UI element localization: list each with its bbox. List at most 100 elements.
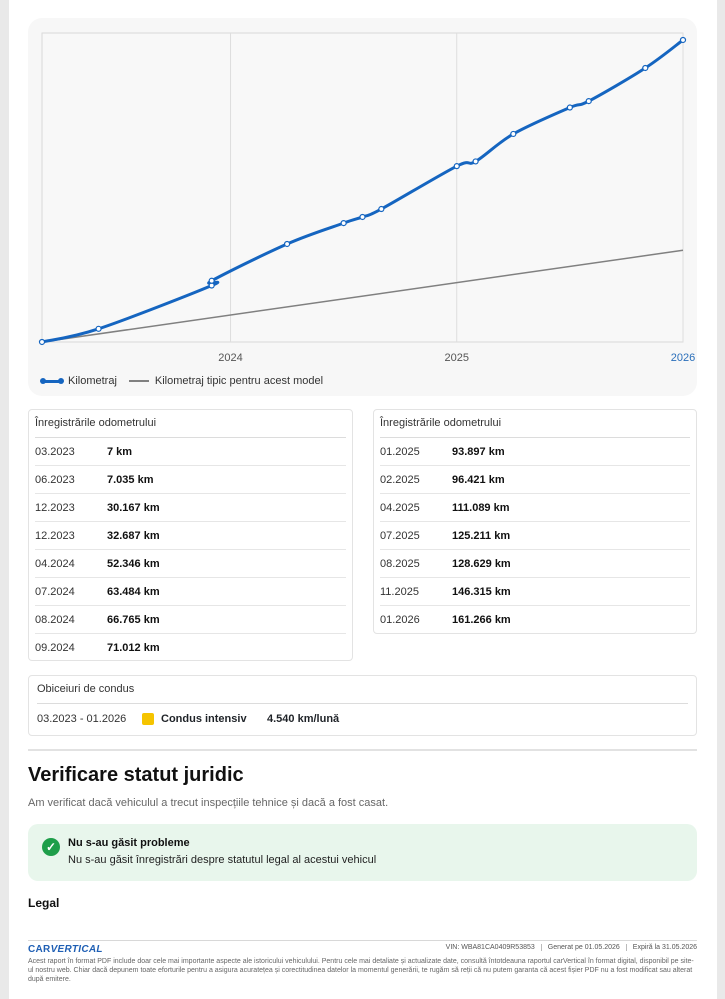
data-point xyxy=(208,277,215,284)
plot-area xyxy=(41,32,684,343)
odometer-date: 03.2023 xyxy=(35,445,75,458)
odometer-km: 111.089 km xyxy=(452,501,510,514)
data-point xyxy=(642,64,649,72)
odometer-row: 03.2023 7 km xyxy=(35,438,346,466)
odometer-row: 09.2024 71.012 km xyxy=(35,634,346,661)
legal-status-result: ✓ Nu s-au găsit probleme Nu s-au găsit î… xyxy=(28,824,697,881)
odometer-date: 02.2025 xyxy=(380,473,420,486)
brand-logo-part-a: car xyxy=(28,944,51,955)
legal-status-heading: Verificare statut juridic xyxy=(28,764,244,786)
mileage-chart-card: 2024 2025 2026 Kilometraj Kilometraj tipic… xyxy=(28,18,697,396)
footer-divider xyxy=(28,940,697,941)
odometer-km: 32.687 km xyxy=(107,529,160,542)
legal-status-result-text: Nu s-au găsit înregistrări despre statut… xyxy=(68,854,377,866)
habits-period: 03.2023 - 01.2026 xyxy=(37,713,127,725)
data-point xyxy=(679,36,687,44)
series-line-typical xyxy=(41,249,684,343)
odometer-table-right: Înregistrările odometrului 01.2025 93.897… xyxy=(373,409,697,634)
data-point xyxy=(472,158,479,165)
legend-label-typical: Kilometraj tipic pentru acest model xyxy=(154,375,324,387)
odometer-km: 128.629 km xyxy=(452,557,511,570)
odometer-row: 01.2025 93.897 km xyxy=(380,438,690,466)
legend-swatch-mileage xyxy=(40,378,64,384)
odometer-date: 08.2024 xyxy=(35,613,75,626)
data-point xyxy=(585,98,592,105)
report-meta: VIN: WBA81CA0409R53853 Generat pe 01.05.… xyxy=(434,944,697,951)
legend-item-mileage: Kilometraj xyxy=(40,375,117,387)
odometer-date: 04.2025 xyxy=(380,501,420,514)
odometer-table-title: Înregistrările odometrului xyxy=(380,410,690,438)
odometer-km: 52.346 km xyxy=(107,557,160,570)
odometer-row: 07.2024 63.484 km xyxy=(35,578,346,606)
driving-style: Condus intensiv xyxy=(161,713,247,725)
odometer-date: 11.2025 xyxy=(380,585,419,598)
x-tick-label: 2024 xyxy=(218,352,242,364)
page-frame-right xyxy=(717,0,725,999)
odometer-date: 08.2025 xyxy=(380,557,420,570)
page-frame-left xyxy=(0,0,9,999)
odometer-table-left: Înregistrările odometrului 03.2023 7 km 06… xyxy=(28,409,353,661)
driving-habits-row: 03.2023 - 01.2026 Condus intensiv 4.540 … xyxy=(37,704,688,734)
x-tick-label: 2025 xyxy=(445,352,469,364)
expiry-date: Expiră la 31.05.2026 xyxy=(625,944,697,951)
odometer-row: 04.2025 111.089 km xyxy=(380,494,690,522)
odometer-date: 06.2023 xyxy=(35,473,75,486)
brand-logo: carVERTICAL xyxy=(28,944,103,955)
odometer-km: 146.315 km xyxy=(452,585,511,598)
data-point xyxy=(283,240,291,248)
legend-swatch-typical xyxy=(128,380,149,382)
data-point xyxy=(340,220,347,227)
odometer-date: 12.2023 xyxy=(35,529,75,542)
odometer-date: 12.2023 xyxy=(35,501,75,514)
section-divider xyxy=(28,749,697,751)
odometer-row: 01.2026 161.266 km xyxy=(380,606,690,633)
odometer-row: 06.2023 7.035 km xyxy=(35,466,346,494)
odometer-row: 12.2023 30.167 km xyxy=(35,494,346,522)
odometer-date: 04.2024 xyxy=(35,557,75,570)
intensity-indicator xyxy=(142,713,154,725)
chart-legend: Kilometraj Kilometraj tipic pentru acest… xyxy=(40,375,335,387)
data-point xyxy=(95,325,102,332)
odometer-km: 7 km xyxy=(107,445,133,458)
legend-item-typical: Kilometraj tipic pentru acest model xyxy=(128,375,324,387)
odometer-km: 96.421 km xyxy=(452,473,505,486)
disclaimer-text: Acest raport în format PDF include doar … xyxy=(28,958,694,983)
brand-logo-part-b: VERTICAL xyxy=(50,944,103,955)
data-point xyxy=(378,205,385,213)
check-circle-icon: ✓ xyxy=(42,838,60,856)
data-point xyxy=(38,338,46,346)
generated-date: Generat pe 01.05.2026 xyxy=(540,944,620,951)
odometer-date: 01.2025 xyxy=(380,445,420,458)
odometer-date: 01.2026 xyxy=(380,613,420,626)
monthly-average: 4.540 km/lună xyxy=(267,713,340,725)
legal-status-result-title: Nu s-au găsit probleme xyxy=(68,837,190,849)
odometer-row: 07.2025 125.211 km xyxy=(380,522,690,550)
odometer-km: 66.765 km xyxy=(107,613,160,626)
odometer-km: 93.897 km xyxy=(452,445,505,458)
legal-status-subtitle: Am verificat dacă vehiculul a trecut ins… xyxy=(28,797,389,809)
odometer-km: 161.266 km xyxy=(452,613,511,626)
data-point xyxy=(453,163,460,170)
driving-habits-card: Obiceiuri de condus 03.2023 - 01.2026 Co… xyxy=(28,675,697,736)
odometer-date: 07.2024 xyxy=(35,585,75,598)
data-point xyxy=(566,104,573,111)
odometer-row: 08.2025 128.629 km xyxy=(380,550,690,578)
odometer-table-title: Înregistrările odometrului xyxy=(35,410,346,438)
odometer-row: 04.2024 52.346 km xyxy=(35,550,346,578)
driving-habits-title: Obiceiuri de condus xyxy=(37,676,688,704)
data-point xyxy=(359,213,366,221)
odometer-km: 30.167 km xyxy=(107,501,160,514)
odometer-row: 02.2025 96.421 km xyxy=(380,466,690,494)
vin-text: VIN: WBA81CA0409R53853 xyxy=(445,944,535,951)
mileage-chart: 2024 2025 2026 xyxy=(38,32,695,364)
odometer-row: 11.2025 146.315 km xyxy=(380,578,690,606)
data-point xyxy=(510,130,517,138)
x-tick-label: 2026 xyxy=(671,352,695,364)
odometer-km: 125.211 km xyxy=(452,529,511,542)
odometer-km: 7.035 km xyxy=(107,473,154,486)
odometer-date: 09.2024 xyxy=(35,641,75,654)
odometer-date: 07.2025 xyxy=(380,529,420,542)
legend-label-mileage: Kilometraj xyxy=(68,375,117,387)
odometer-row: 12.2023 32.687 km xyxy=(35,522,346,550)
odometer-row: 08.2024 66.765 km xyxy=(35,606,346,634)
